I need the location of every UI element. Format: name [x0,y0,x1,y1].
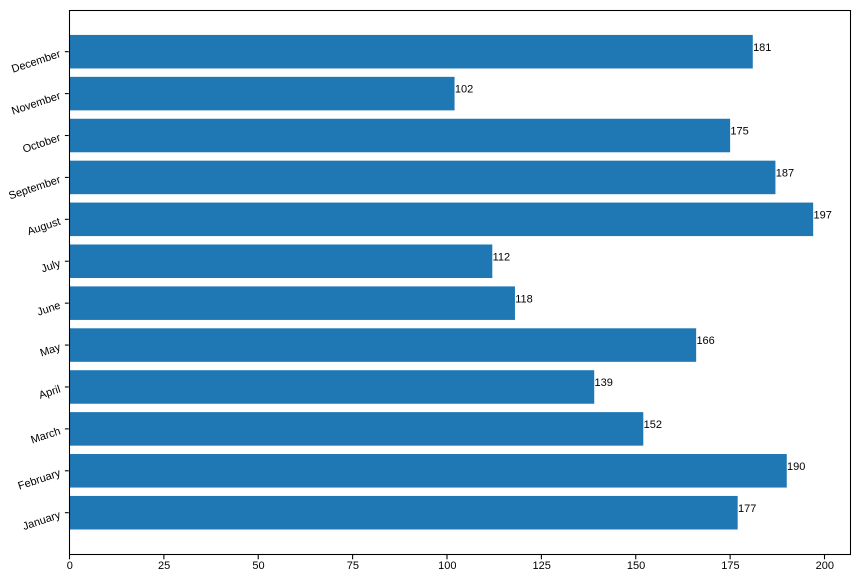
svg-text:177: 177 [738,503,756,515]
svg-text:25: 25 [158,560,170,572]
svg-text:200: 200 [816,560,834,572]
svg-text:100: 100 [438,560,456,572]
svg-text:166: 166 [696,335,714,347]
svg-text:187: 187 [776,168,794,180]
svg-text:112: 112 [493,251,511,263]
svg-text:118: 118 [515,293,533,305]
svg-text:197: 197 [813,209,831,221]
svg-text:50: 50 [252,560,264,572]
svg-text:139: 139 [595,377,613,389]
svg-text:150: 150 [627,560,645,572]
svg-text:0: 0 [67,560,73,572]
svg-text:175: 175 [721,560,739,572]
svg-text:102: 102 [455,84,473,96]
svg-text:175: 175 [730,126,748,138]
svg-text:190: 190 [787,461,805,473]
svg-text:125: 125 [532,560,550,572]
svg-text:75: 75 [347,560,359,572]
svg-text:181: 181 [753,42,771,54]
svg-text:152: 152 [644,419,662,431]
